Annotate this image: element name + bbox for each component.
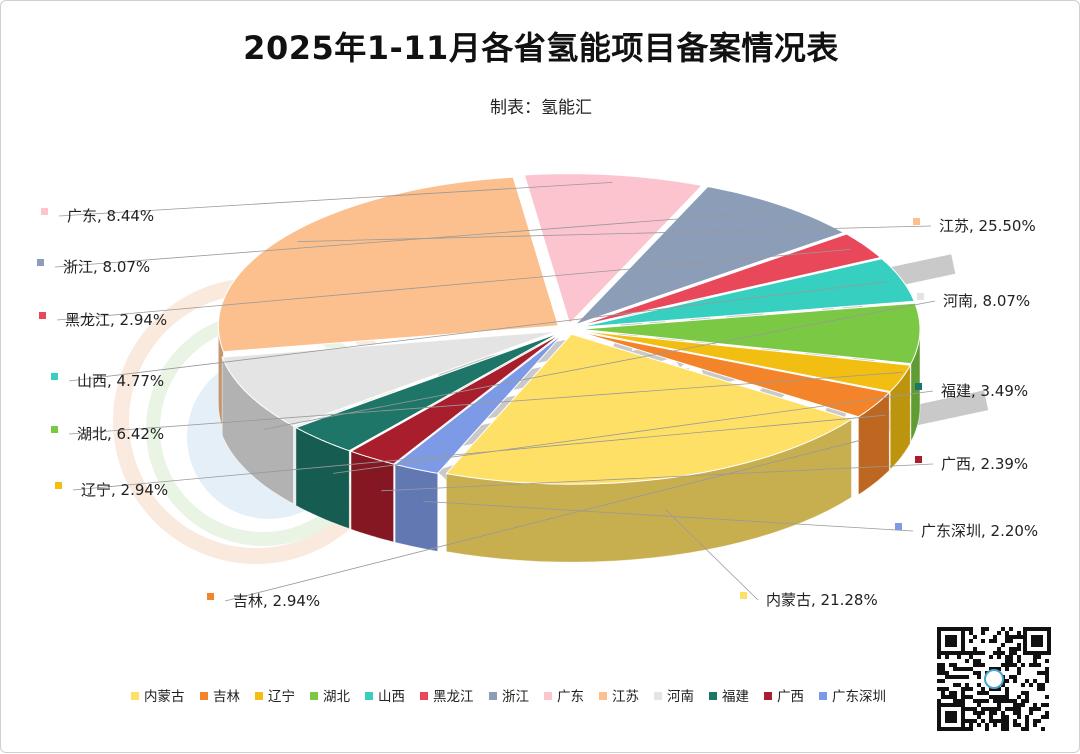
data-label-河南: 河南, 8.07% — [943, 292, 1030, 310]
legend-item-福建: 福建 — [722, 689, 749, 705]
pie-slice-山西 — [579, 258, 916, 328]
legend-item-吉林: 吉林 — [213, 689, 240, 705]
slice-side-11 — [350, 450, 394, 543]
label-swatch-广东深圳 — [895, 523, 902, 530]
leader-line-辽宁 — [72, 414, 886, 491]
data-label-山西: 山西, 4.77% — [77, 372, 164, 390]
legend-item-江苏: 江苏 — [612, 689, 639, 705]
label-swatch-福建 — [915, 383, 922, 390]
label-swatch-湖北 — [51, 426, 58, 433]
chart-subtitle: 制表：氢能汇 — [490, 98, 592, 118]
legend-swatch-山西 — [365, 692, 373, 700]
leader-line-黑龙江 — [56, 249, 851, 321]
data-label-广东深圳: 广东深圳, 2.20% — [921, 522, 1038, 540]
legend-swatch-河南 — [654, 692, 662, 700]
pie-slice-湖北 — [579, 302, 921, 365]
label-swatch-吉林 — [207, 593, 214, 600]
pie-slice-黑龙江 — [577, 233, 882, 327]
qr-code — [937, 627, 1051, 731]
data-label-湖北: 湖北, 6.42% — [77, 425, 164, 443]
pie-slices — [217, 173, 921, 563]
label-swatch-河南 — [917, 293, 924, 300]
data-label-浙江: 浙江, 8.07% — [63, 258, 150, 276]
leader-line-江苏 — [297, 225, 932, 242]
label-swatch-江苏 — [913, 218, 920, 225]
label-swatch-广西 — [915, 456, 922, 463]
label-swatch-广东 — [41, 208, 48, 215]
leader-line-河南 — [263, 300, 936, 430]
legend-swatch-广东 — [544, 692, 552, 700]
legend-item-浙江: 浙江 — [502, 689, 529, 705]
label-swatch-内蒙古 — [740, 592, 747, 599]
data-labels: 内蒙古, 21.28% 吉林, 2.94% 辽宁, 2.94% 湖北, 6.42% 山西… — [37, 182, 1038, 610]
legend: 内蒙古 吉林 辽宁 湖北 山西 黑龙江 浙江 广东 江苏 河南 福建 广西 广东深圳 — [131, 688, 886, 705]
legend-item-河南: 河南 — [667, 689, 694, 705]
data-label-福建: 福建, 3.49% — [941, 382, 1028, 400]
pie-slice-浙江 — [574, 186, 845, 326]
label-swatch-浙江 — [37, 259, 44, 266]
chart-title: 2025年1-11月各省氢能项目备案情况表 — [243, 29, 839, 67]
label-swatch-黑龙江 — [39, 312, 46, 319]
pie-slice-江苏 — [217, 176, 559, 353]
leader-line-吉林 — [224, 439, 861, 602]
legend-swatch-黑龙江 — [420, 692, 428, 700]
data-label-吉林: 吉林, 2.94% — [233, 592, 320, 610]
label-swatch-辽宁 — [55, 482, 62, 489]
leader-line-广东深圳 — [423, 501, 914, 532]
slice-side-12 — [394, 463, 439, 552]
data-label-辽宁: 辽宁, 2.94% — [81, 481, 168, 499]
legend-item-广东深圳: 广东深圳 — [832, 689, 886, 705]
pie-slice-广东 — [523, 173, 703, 325]
data-label-黑龙江: 黑龙江, 2.94% — [65, 311, 167, 329]
legend-item-黑龙江: 黑龙江 — [433, 689, 474, 705]
leader-line-湖北 — [68, 371, 903, 435]
leader-line-福建 — [333, 390, 934, 474]
pie-slice-辽宁 — [579, 330, 912, 393]
legend-swatch-广西 — [764, 692, 772, 700]
legend-item-辽宁: 辽宁 — [268, 688, 295, 705]
pie-slice-广西 — [349, 333, 562, 465]
legend-swatch-江苏 — [599, 692, 607, 700]
legend-item-山西: 山西 — [378, 689, 405, 705]
pie-slice-河南 — [221, 330, 558, 427]
legend-swatch-湖北 — [310, 692, 318, 700]
data-label-广东: 广东, 8.44% — [67, 207, 154, 225]
legend-swatch-内蒙古 — [131, 692, 139, 700]
legend-swatch-浙江 — [489, 692, 497, 700]
legend-item-湖北: 湖北 — [323, 689, 350, 705]
data-label-广西: 广西, 2.39% — [941, 455, 1028, 473]
legend-item-广西: 广西 — [777, 689, 804, 705]
leader-line-广西 — [381, 463, 934, 492]
pie-slice-吉林 — [578, 331, 891, 418]
legend-item-广东: 广东 — [557, 689, 584, 705]
leader-line-浙江 — [54, 211, 773, 268]
leader-line-山西 — [68, 281, 886, 382]
leader-line-内蒙古 — [665, 509, 759, 601]
pie-slice-福建 — [294, 332, 560, 452]
legend-swatch-吉林 — [200, 692, 208, 700]
leader-line-广东 — [58, 182, 613, 217]
data-label-江苏: 江苏, 25.50% — [939, 217, 1036, 235]
data-label-内蒙古: 内蒙古, 21.28% — [766, 591, 878, 609]
legend-swatch-辽宁 — [255, 692, 263, 700]
label-swatch-山西 — [51, 373, 58, 380]
legend-swatch-广东深圳 — [819, 692, 827, 700]
legend-swatch-福建 — [709, 692, 717, 700]
legend-item-内蒙古: 内蒙古 — [144, 689, 185, 705]
